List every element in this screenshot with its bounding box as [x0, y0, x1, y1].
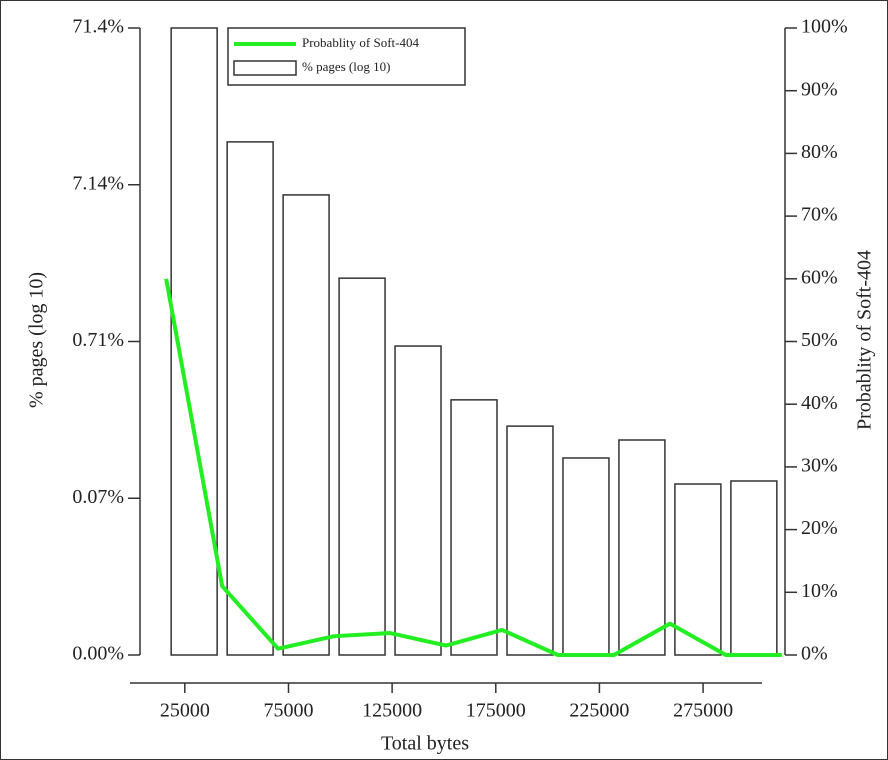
bar: [450, 399, 498, 656]
y2-tick-label: 50%: [801, 329, 838, 351]
y-tick-label: 0.71%: [72, 329, 124, 351]
x-axis-title: Total bytes: [381, 733, 469, 755]
y2-tick-label: 20%: [801, 517, 838, 539]
bar: [338, 277, 386, 656]
bar: [394, 345, 442, 656]
x-tick-label: 275000: [673, 700, 733, 722]
y2-tick-label: 40%: [801, 392, 838, 414]
y2-tick-label: 90%: [801, 78, 838, 100]
legend-swatch: [233, 60, 297, 76]
y2-tick-label: 60%: [801, 266, 838, 288]
legend-label: % pages (log 10): [302, 59, 390, 74]
y-tick-label: 0.07%: [72, 486, 124, 508]
legend-label: Probablity of Soft-404: [302, 35, 419, 50]
y2-tick-label: 70%: [801, 204, 838, 226]
bar: [226, 141, 274, 656]
y2-tick-label: 10%: [801, 580, 838, 602]
bar: [674, 483, 722, 656]
legend: Probablity of Soft-404 % pages (log 10): [227, 27, 466, 86]
bar: [506, 425, 554, 656]
bar: [170, 27, 218, 656]
bar: [730, 480, 778, 656]
y2-tick-label: 0%: [801, 643, 828, 665]
y-axis-title: % pages (log 10): [26, 272, 48, 408]
x-tick-label: 75000: [263, 700, 313, 722]
y-tick-label: 0.00%: [72, 643, 124, 665]
x-tick-label: 25000: [160, 700, 210, 722]
x-tick-label: 125000: [362, 700, 422, 722]
y-tick-label: 7.14%: [72, 172, 124, 194]
y2-tick-label: 80%: [801, 141, 838, 163]
bar: [282, 194, 330, 656]
line: [164, 278, 782, 657]
y-tick-label: 71.4%: [72, 16, 124, 38]
x-tick-label: 225000: [569, 700, 629, 722]
y2-axis-title: Probablity of Soft-404: [854, 250, 876, 430]
x-tick-label: 175000: [466, 700, 526, 722]
y2-tick-label: 100%: [801, 16, 848, 38]
y2-tick-label: 30%: [801, 454, 838, 476]
bar: [562, 457, 610, 656]
bar: [618, 439, 666, 656]
